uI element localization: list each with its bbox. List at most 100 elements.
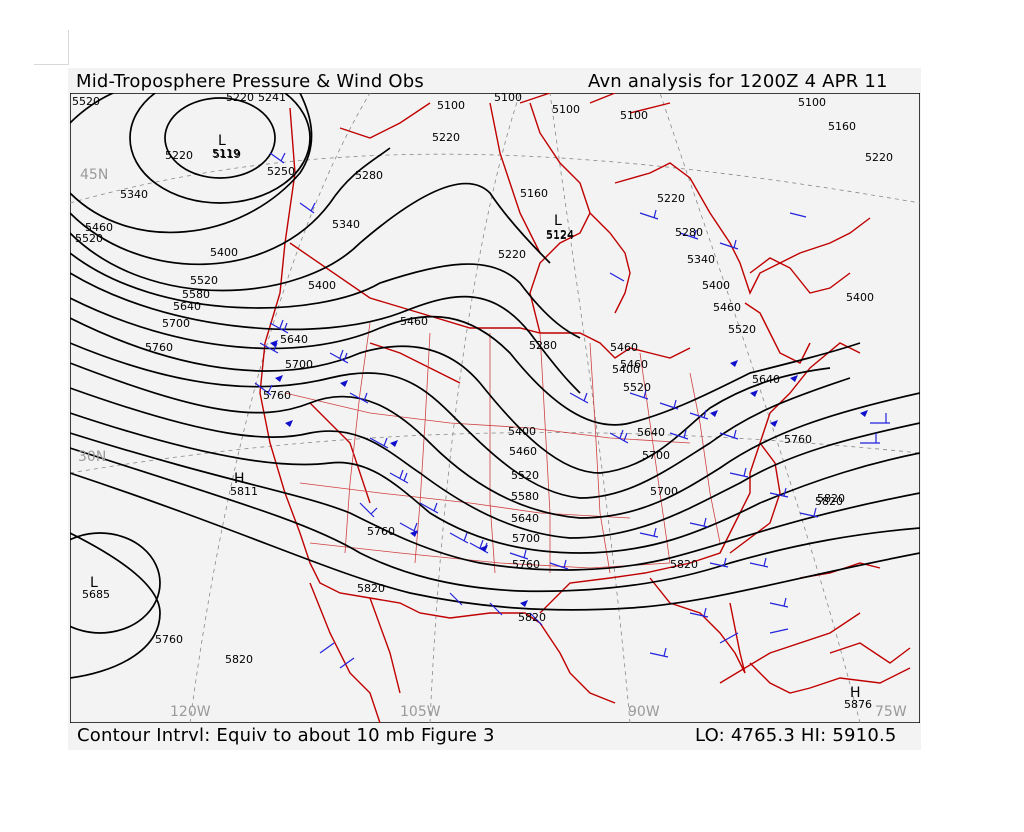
contour-label: 5160: [520, 187, 548, 200]
low-value: 5685: [82, 588, 110, 601]
contour-label: 5520: [75, 232, 103, 245]
analysis-time: Avn analysis for 1200Z 4 APR 11: [588, 71, 888, 92]
contour-label: 5100: [437, 99, 465, 112]
contour-label: 5220: [498, 248, 526, 261]
graticule: [70, 93, 920, 723]
contour-label: 5760: [263, 389, 291, 402]
contour-label: 5820: [518, 611, 546, 624]
contour-label: 5400: [308, 279, 336, 292]
low-symbol: L: [90, 575, 98, 591]
contour-label: 5640: [173, 300, 201, 313]
contour-label: 5119: [213, 148, 241, 161]
contour-label: 5280: [529, 339, 557, 352]
contour-label: 5460: [85, 221, 113, 234]
wind-barbs: [254, 152, 890, 669]
contour-label: 5220: [432, 131, 460, 144]
footer-contour-interval: Contour Intrvl: Equiv to about 10 mb Fig…: [77, 725, 495, 746]
contour-label: 5700: [162, 317, 190, 330]
high-value: 5811: [230, 485, 258, 498]
contour-label: 5241: [258, 93, 286, 104]
upper-air-map: 45N 30N 120W 105W 90W 75W 5520 5220 5241…: [70, 93, 920, 723]
state-boundaries: [284, 322, 721, 574]
contour-label: 5460: [620, 358, 648, 371]
contour-label: 5280: [675, 226, 703, 239]
contour-label: 5220: [657, 192, 685, 205]
contour-label: 5520: [511, 469, 539, 482]
contour-label: 5280: [355, 169, 383, 182]
lon-label-75w: 75W: [875, 704, 907, 720]
pressure-centers: L 5119 L 5124 H 5811 L 5685 H 5876: [82, 133, 872, 711]
footer-extremes: LO: 4765.3 HI: 5910.5: [695, 725, 897, 746]
contour-label: 5640: [637, 426, 665, 439]
contour-label: 5520: [72, 95, 100, 108]
contour-label: 5400: [508, 425, 536, 438]
contour-label: 5400: [612, 363, 640, 376]
lon-label-105w: 105W: [400, 704, 441, 720]
contour-label: 5460: [713, 301, 741, 314]
contour-label: 5580: [511, 490, 539, 503]
low-value: 5124: [546, 229, 574, 242]
contour-label: 5460: [400, 315, 428, 328]
contour-label: 5100: [552, 103, 580, 116]
contour-label: 5700: [650, 485, 678, 498]
contour-label: 5760: [367, 525, 395, 538]
lon-labels: 120W 105W 90W 75W: [170, 704, 907, 720]
contour-label: 5220: [165, 149, 193, 162]
lon-label-120w: 120W: [170, 704, 211, 720]
contour-label: 5100: [798, 96, 826, 109]
contour-label: 5820: [817, 492, 845, 505]
corner-crop-mark: [34, 30, 69, 65]
contour-label: 5520: [728, 323, 756, 336]
contour-label: 5124: [546, 228, 574, 241]
contour-label: 5460: [509, 445, 537, 458]
low-center-southwest: L 5685: [82, 575, 110, 601]
contour-label: 5460: [610, 341, 638, 354]
contour-label: 5100: [494, 93, 522, 104]
contour-label: 5250: [267, 165, 295, 178]
low-symbol: L: [554, 213, 562, 229]
high-symbol: H: [850, 685, 861, 701]
wind-flags: [270, 340, 868, 607]
contour-label: 5100: [620, 109, 648, 122]
high-symbol: H: [234, 471, 245, 487]
contour-label: 5400: [210, 246, 238, 259]
contour-label: 5340: [687, 253, 715, 266]
contour-label: 5820: [670, 558, 698, 571]
contour-labels: 5520 5220 5241 5119 5220 5250 5280 5340 …: [72, 93, 893, 666]
contour-label: 5520: [190, 274, 218, 287]
contour-label: 5340: [332, 218, 360, 231]
contour-label: 5400: [702, 279, 730, 292]
contour-label: 5640: [280, 333, 308, 346]
contour-label: 5760: [784, 433, 812, 446]
contour-label: 5820: [225, 653, 253, 666]
lat-label-30n: 30N: [78, 449, 106, 465]
contour-label: 5760: [512, 558, 540, 571]
contour-label: 5820: [815, 495, 843, 508]
contour-label: 5760: [145, 341, 173, 354]
chart-title: Mid-Troposphere Pressure & Wind Obs: [76, 71, 424, 92]
height-contours: [70, 93, 920, 679]
lon-label-90w: 90W: [628, 704, 660, 720]
contour-label: 5700: [642, 449, 670, 462]
lat-labels: 45N 30N: [78, 167, 108, 465]
contour-label: 5220: [865, 151, 893, 164]
contour-label: 5700: [285, 358, 313, 371]
contour-label: 5700: [512, 532, 540, 545]
map-border: [70, 93, 920, 723]
contour-label: 5580: [182, 288, 210, 301]
contour-label: 5520: [623, 381, 651, 394]
contour-label: 5760: [155, 633, 183, 646]
lat-label-45n: 45N: [80, 167, 108, 183]
contour-label: 5640: [511, 512, 539, 525]
low-value: 5119: [212, 147, 240, 160]
low-center-hudson-bay: L 5124: [546, 213, 574, 242]
low-symbol: L: [218, 133, 226, 149]
contour-label: 5820: [357, 582, 385, 595]
low-center-north-pacific: L 5119: [212, 133, 240, 160]
contour-label: 5400: [846, 291, 874, 304]
contour-label: 5220: [226, 93, 254, 104]
contour-label: 5640: [752, 373, 780, 386]
high-value: 5876: [844, 698, 872, 711]
high-center-east-pacific: H 5811: [230, 471, 258, 498]
high-center-caribbean: H 5876: [844, 685, 872, 711]
